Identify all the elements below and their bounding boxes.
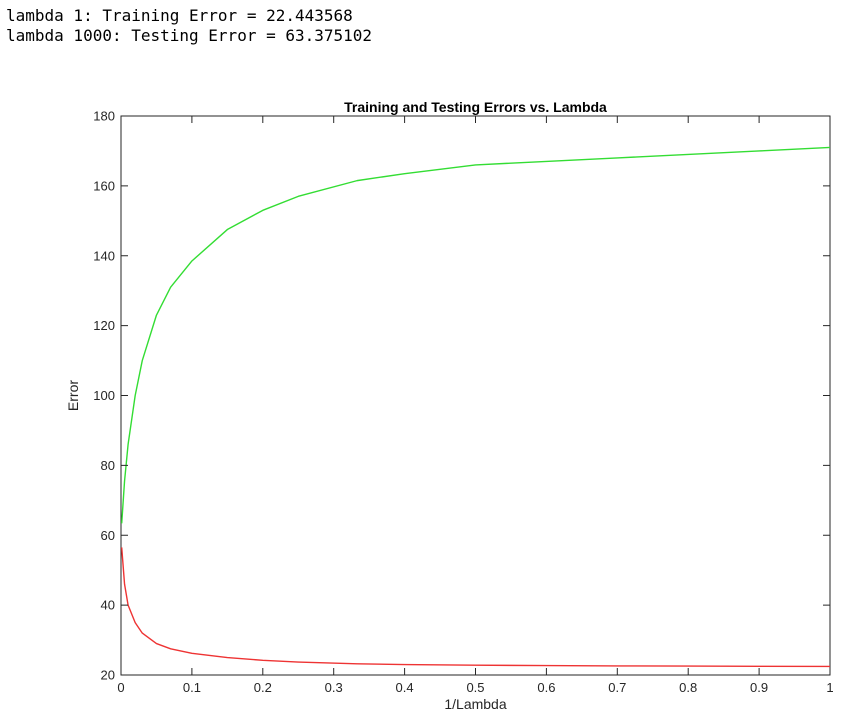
x-tick-label: 0.4: [396, 680, 414, 695]
y-tick-label: 40: [101, 598, 115, 613]
y-tick-label: 140: [93, 248, 115, 263]
x-tick-label: 0.5: [466, 680, 484, 695]
y-tick-label: 120: [93, 318, 115, 333]
x-tick-label: 0.6: [537, 680, 555, 695]
y-tick-label: 60: [101, 528, 115, 543]
ticks-layer: 0 0.1 0.2 0.3 0.4 0.5 0.6 0.7 0.8 0.9 120406080100…: [93, 109, 833, 696]
x-tick-label: 0: [117, 680, 124, 695]
x-tick-label: 0.1: [183, 680, 201, 695]
y-tick-label: 180: [93, 109, 115, 124]
plot-area: [120, 115, 831, 676]
x-tick-label: 0.3: [325, 680, 343, 695]
plot-frame: [120, 115, 831, 676]
x-tick-label: 1: [826, 680, 833, 695]
series-layer: [121, 146, 831, 668]
x-tick-label: 0.7: [608, 680, 626, 695]
console-line-training-error: lambda 1: Training Error = 22.443568: [6, 6, 353, 25]
y-tick-label: 80: [101, 458, 115, 473]
x-tick-label: 0.2: [254, 680, 272, 695]
x-axis-label: 1/Lambda: [444, 696, 506, 712]
x-tick-label: 0.9: [750, 680, 768, 695]
console-output: lambda 1: Training Error = 22.443568 lamb…: [6, 6, 372, 46]
series-line-green: [121, 146, 831, 524]
y-axis-label: Error: [65, 380, 81, 411]
chart-title: Training and Testing Errors vs. Lambda: [344, 99, 607, 115]
x-tick-label: 0.8: [679, 680, 697, 695]
y-tick-label: 160: [93, 178, 115, 193]
series-line-red: [121, 547, 831, 668]
y-tick-label: 100: [93, 388, 115, 403]
console-line-testing-error: lambda 1000: Testing Error = 63.375102: [6, 26, 373, 45]
y-tick-label: 20: [101, 668, 115, 683]
